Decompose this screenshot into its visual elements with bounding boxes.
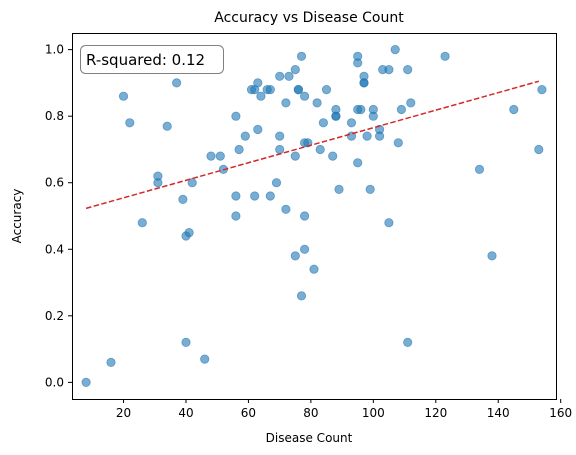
y-tick-label: 0.4 <box>45 242 64 256</box>
y-tick-label: 0.0 <box>45 375 64 389</box>
data-point <box>299 244 310 254</box>
data-point <box>81 377 91 387</box>
data-point <box>231 111 241 121</box>
data-point <box>106 357 116 367</box>
y-tick-label: 0.6 <box>45 176 64 190</box>
data-point <box>474 164 485 174</box>
annotation-box <box>80 45 224 74</box>
y-tick-label: 0.8 <box>45 109 64 123</box>
data-point <box>162 121 172 131</box>
data-point <box>403 337 413 347</box>
data-point <box>318 118 328 128</box>
data-point <box>215 151 225 161</box>
data-point <box>309 264 319 274</box>
x-tick-label: 40 <box>178 406 193 420</box>
x-tick-label: 160 <box>549 406 572 420</box>
data-point <box>271 178 282 188</box>
x-axis-label: Disease Count <box>266 431 353 445</box>
x-tick-label: 120 <box>424 406 447 420</box>
data-point <box>390 44 400 55</box>
data-point <box>281 204 291 214</box>
data-point <box>275 71 285 81</box>
x-tick-label: 60 <box>241 406 256 420</box>
data-point <box>365 184 375 194</box>
data-point <box>275 131 285 141</box>
y-axis-ticks: 0.0 0.2 0.4 0.6 0.8 1.0 <box>45 43 72 389</box>
data-point <box>178 194 188 204</box>
data-point <box>296 51 307 61</box>
r-squared-annotation: R-squared: 0.12 <box>86 51 205 69</box>
data-point <box>509 104 519 115</box>
x-tick-label: 140 <box>487 406 510 420</box>
y-tick-label: 0.2 <box>45 309 64 323</box>
x-tick-label: 20 <box>116 406 131 420</box>
data-point <box>137 218 147 228</box>
data-point <box>231 191 241 201</box>
data-point <box>153 178 163 188</box>
data-point <box>181 337 191 347</box>
data-point <box>256 91 266 101</box>
data-point <box>293 85 303 95</box>
data-point <box>537 85 547 95</box>
data-point <box>253 78 263 88</box>
data-point <box>356 104 366 115</box>
data-point <box>374 131 385 141</box>
data-point <box>334 184 344 194</box>
data-point <box>265 85 275 95</box>
data-point <box>125 118 135 128</box>
data-point <box>290 151 300 161</box>
data-point <box>403 65 413 75</box>
data-point <box>368 111 378 121</box>
data-point <box>284 71 294 81</box>
data-point <box>384 65 394 75</box>
data-point <box>353 158 363 168</box>
data-point <box>315 144 325 155</box>
plot-area-frame <box>72 33 557 400</box>
data-point <box>265 191 275 201</box>
data-point <box>331 111 341 121</box>
data-point <box>290 65 300 75</box>
data-point <box>275 144 285 155</box>
data-point <box>353 58 363 68</box>
y-tick-label: 1.0 <box>45 43 64 57</box>
data-point <box>250 191 260 201</box>
data-point <box>253 124 263 135</box>
y-axis-label: Accuracy <box>10 189 24 244</box>
data-point <box>290 251 300 261</box>
x-tick-label: 80 <box>303 406 318 420</box>
data-point <box>206 151 216 161</box>
data-point <box>231 211 241 221</box>
data-point <box>393 138 403 148</box>
data-point <box>299 211 310 221</box>
data-point <box>406 98 416 108</box>
data-point <box>234 144 244 155</box>
data-point <box>184 228 194 238</box>
data-point <box>118 91 129 101</box>
data-point <box>440 51 450 61</box>
data-point <box>321 85 332 95</box>
data-point <box>312 98 322 108</box>
data-point <box>240 131 250 141</box>
data-point <box>384 218 394 228</box>
regression-line <box>85 80 540 210</box>
data-point <box>534 144 544 155</box>
data-point <box>362 131 372 141</box>
data-point <box>296 291 307 301</box>
data-point <box>299 91 310 101</box>
data-point <box>359 78 369 88</box>
data-point <box>487 251 497 261</box>
data-point <box>172 78 182 88</box>
data-point <box>200 354 210 364</box>
data-point <box>346 118 357 128</box>
data-point <box>328 151 338 161</box>
x-axis-ticks: 20 40 60 80 100 120 140 160 <box>116 399 572 420</box>
data-point <box>396 104 406 115</box>
data-point <box>187 178 197 188</box>
data-points <box>81 44 547 387</box>
data-point <box>281 98 291 108</box>
chart-title: Accuracy vs Disease Count <box>214 10 404 26</box>
x-tick-label: 100 <box>362 406 385 420</box>
